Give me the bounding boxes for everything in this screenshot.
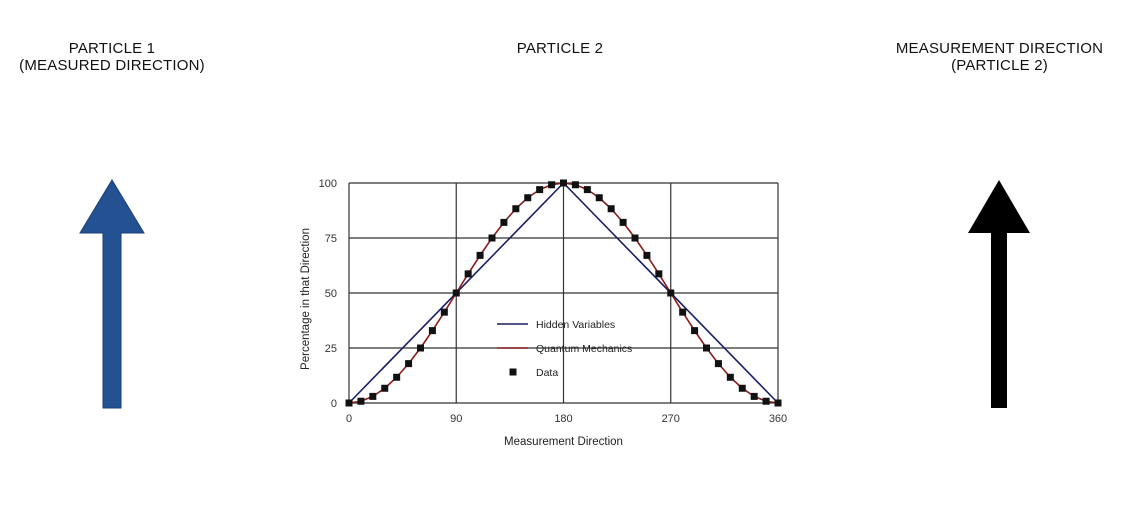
y-tick-label: 75 <box>325 233 337 245</box>
data-point <box>726 373 734 381</box>
y-axis-label: Percentage in that Direction <box>300 228 312 370</box>
data-point <box>738 384 746 392</box>
data-point <box>560 179 567 187</box>
y-tick-label: 100 <box>319 178 337 190</box>
data-point <box>536 186 544 194</box>
particle-1-heading-line-2: (MEASURED DIRECTION) <box>19 57 205 74</box>
data-point <box>381 384 389 392</box>
data-point <box>548 181 556 189</box>
x-tick-label: 270 <box>662 413 680 425</box>
x-axis-label: Measurement Direction <box>504 436 623 448</box>
data-point <box>428 327 436 335</box>
legend-data-swatch <box>509 368 517 376</box>
y-tick-label: 0 <box>331 398 337 410</box>
data-point <box>488 234 496 242</box>
data-point <box>643 251 651 259</box>
data-point <box>714 360 722 368</box>
data-point <box>464 270 472 278</box>
data-point <box>452 289 460 297</box>
legend-hidden-variables-label: Hidden Variables <box>536 319 615 331</box>
data-point <box>357 397 365 405</box>
data-point <box>583 186 591 194</box>
polarization-chart: 0 25 50 75 100 0 90 180 270 360 Measurement Direct… <box>300 178 787 448</box>
data-point <box>655 270 663 278</box>
data-point <box>691 327 699 335</box>
up-arrow-icon <box>79 179 145 409</box>
legend-data-label: Data <box>536 367 558 379</box>
data-point <box>774 399 782 407</box>
data-point <box>393 373 401 381</box>
measurement-direction-heading-line-1: MEASUREMENT DIRECTION <box>895 40 1104 57</box>
data-point <box>607 205 615 213</box>
y-tick-label: 25 <box>325 343 337 355</box>
legend-quantum-mechanics-label: Quantum Mechanics <box>536 343 632 355</box>
y-tick-label: 50 <box>325 288 337 300</box>
data-point <box>679 308 687 316</box>
data-point <box>345 399 353 407</box>
data-point <box>417 344 424 352</box>
data-point <box>500 218 508 226</box>
data-point <box>750 392 758 400</box>
data-point <box>619 218 627 226</box>
data-point <box>762 397 770 405</box>
x-tick-label: 180 <box>554 413 572 425</box>
data-point <box>667 289 675 297</box>
data-point <box>595 194 603 202</box>
particle-2-heading: PARTICLE 2 <box>460 40 660 57</box>
data-point <box>703 344 710 352</box>
measurement-direction-heading: MEASUREMENT DIRECTION (PARTICLE 2) <box>876 40 1123 74</box>
data-point <box>476 251 484 259</box>
x-tick-label: 0 <box>346 413 352 425</box>
particle-1-heading-line-1: PARTICLE 1 <box>68 40 156 57</box>
data-point <box>571 181 579 189</box>
x-tick-label: 360 <box>769 413 787 425</box>
data-point <box>440 308 448 316</box>
data-point <box>524 194 532 202</box>
data-point <box>369 392 377 400</box>
particle-2-heading-line-1: PARTICLE 2 <box>516 40 604 57</box>
data-point <box>512 205 520 213</box>
data-point <box>631 234 639 242</box>
measurement-direction-heading-line-2: (PARTICLE 2) <box>951 57 1048 74</box>
x-tick-label: 90 <box>450 413 462 425</box>
up-arrow-icon <box>968 180 1030 408</box>
particle-1-heading: PARTICLE 1 (MEASURED DIRECTION) <box>0 40 224 74</box>
data-point <box>405 360 413 368</box>
